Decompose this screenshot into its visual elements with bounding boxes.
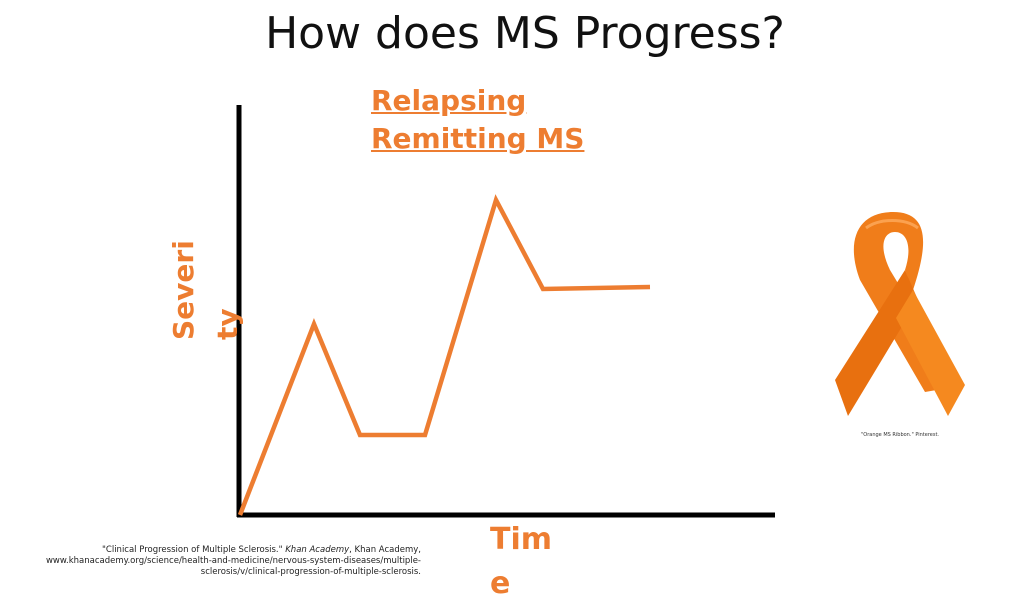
citation-text: , Khan Academy, www.khanacademy.org/scie… — [45, 545, 421, 577]
citation-text: "Clinical Progression of Multiple Sclero… — [101, 545, 286, 555]
x-axis-label: Time — [490, 522, 553, 601]
orange-ribbon — [835, 212, 965, 416]
citation-source: Khan Academy — [285, 545, 350, 555]
drawing — [236, 105, 965, 518]
citation: "Clinical Progression of Multiple Sclero… — [0, 545, 421, 578]
slide: How does MS Progress? Relapsing Remittin… — [0, 8, 965, 601]
title: How does MS Progress? — [265, 8, 785, 59]
subtitle: Relapsing Remitting MS — [371, 84, 585, 155]
progress-line — [237, 194, 651, 516]
y-axis-label: Severity — [167, 240, 244, 340]
ribbon-caption: "Orange MS Ribbon." Pinterest. — [860, 432, 940, 438]
